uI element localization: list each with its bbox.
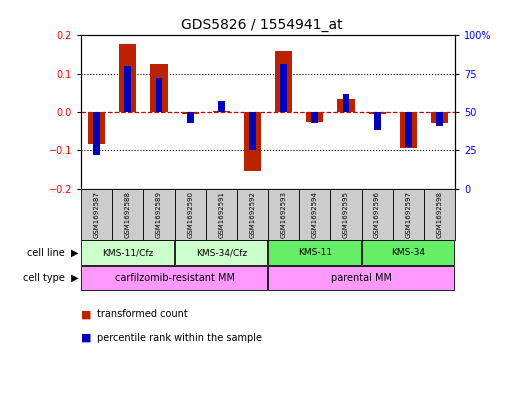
- Bar: [268, 189, 299, 240]
- Text: GSM1692591: GSM1692591: [218, 191, 224, 238]
- Text: carfilzomib-resistant MM: carfilzomib-resistant MM: [115, 273, 234, 283]
- Text: KMS-11/Cfz: KMS-11/Cfz: [102, 248, 153, 257]
- Bar: [249, 112, 256, 150]
- Bar: [331, 189, 361, 240]
- Bar: [280, 64, 287, 112]
- Bar: [268, 266, 454, 290]
- Bar: [337, 99, 355, 112]
- Bar: [119, 44, 137, 112]
- Text: GSM1692588: GSM1692588: [125, 191, 131, 238]
- Bar: [306, 112, 323, 121]
- Bar: [400, 112, 417, 149]
- Bar: [218, 101, 225, 112]
- Bar: [187, 112, 194, 123]
- Bar: [424, 189, 455, 240]
- Text: parental MM: parental MM: [331, 273, 392, 283]
- Text: ■: ■: [81, 309, 92, 320]
- Bar: [124, 66, 131, 112]
- Bar: [343, 94, 349, 112]
- Bar: [81, 189, 112, 240]
- Bar: [93, 112, 100, 155]
- Bar: [431, 112, 448, 123]
- Bar: [88, 112, 105, 144]
- Text: KMS-34: KMS-34: [391, 248, 425, 257]
- Bar: [373, 112, 381, 130]
- Text: transformed count: transformed count: [97, 309, 188, 320]
- Bar: [213, 111, 230, 112]
- Text: GSM1692593: GSM1692593: [281, 191, 287, 238]
- Text: cell type  ▶: cell type ▶: [23, 273, 78, 283]
- Text: GSM1692587: GSM1692587: [94, 191, 100, 238]
- Bar: [81, 240, 174, 265]
- Bar: [311, 112, 318, 123]
- Bar: [143, 189, 175, 240]
- Bar: [237, 189, 268, 240]
- Text: GDS5826 / 1554941_at: GDS5826 / 1554941_at: [180, 18, 343, 32]
- Text: GSM1692589: GSM1692589: [156, 191, 162, 238]
- Bar: [155, 78, 163, 112]
- Bar: [206, 189, 237, 240]
- Bar: [275, 51, 292, 112]
- Bar: [181, 112, 199, 114]
- Bar: [81, 266, 267, 290]
- Bar: [361, 189, 393, 240]
- Bar: [299, 189, 331, 240]
- Text: GSM1692596: GSM1692596: [374, 191, 380, 238]
- Text: GSM1692597: GSM1692597: [405, 191, 411, 238]
- Text: ■: ■: [81, 333, 92, 343]
- Bar: [393, 189, 424, 240]
- Bar: [405, 112, 412, 147]
- Text: cell line  ▶: cell line ▶: [27, 248, 78, 257]
- Text: GSM1692592: GSM1692592: [249, 191, 255, 238]
- Bar: [175, 240, 267, 265]
- Text: percentile rank within the sample: percentile rank within the sample: [97, 333, 262, 343]
- Text: KMS-34/Cfz: KMS-34/Cfz: [196, 248, 247, 257]
- Bar: [436, 112, 443, 126]
- Text: GSM1692598: GSM1692598: [436, 191, 442, 238]
- Bar: [151, 64, 167, 112]
- Text: KMS-11: KMS-11: [298, 248, 332, 257]
- Text: GSM1692595: GSM1692595: [343, 191, 349, 238]
- Text: GSM1692594: GSM1692594: [312, 191, 318, 238]
- Bar: [175, 189, 206, 240]
- Bar: [112, 189, 143, 240]
- Bar: [244, 112, 261, 171]
- Bar: [369, 112, 385, 114]
- Bar: [361, 240, 454, 265]
- Text: GSM1692590: GSM1692590: [187, 191, 193, 238]
- Bar: [268, 240, 361, 265]
